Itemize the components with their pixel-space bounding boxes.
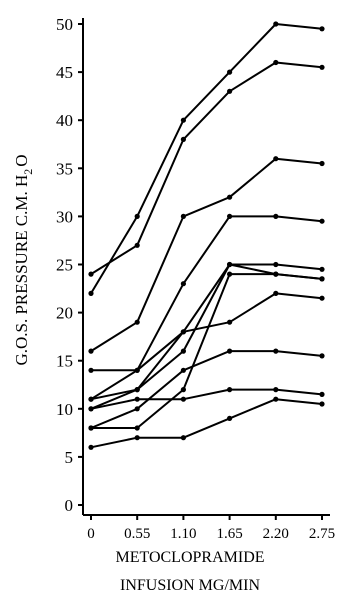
data-point [319, 26, 325, 32]
data-point [88, 271, 94, 277]
data-point [319, 160, 325, 167]
data-point [134, 242, 140, 248]
x-axis-ticks: 0 0.55 1.10 1.65 2.20 2.75 [87, 515, 335, 542]
series-line-4 [91, 215, 323, 372]
data-point [273, 59, 279, 66]
data-point [88, 348, 94, 354]
y-tick-label: 15 [56, 352, 73, 371]
y-tick-label: 5 [65, 448, 74, 467]
data-point [319, 295, 325, 301]
data-point [319, 276, 325, 282]
data-point [88, 444, 94, 450]
data-point [319, 64, 325, 70]
data-point [180, 213, 186, 219]
data-point [88, 290, 94, 296]
x-tick-label: 0.55 [124, 526, 150, 542]
data-point [134, 425, 140, 431]
series-line-3 [90, 157, 323, 352]
data-point [227, 194, 233, 200]
data-point [319, 218, 325, 224]
data-point [273, 271, 279, 277]
data-point [134, 367, 140, 373]
data-point [227, 348, 233, 354]
data-point [227, 88, 233, 94]
x-tick-label: 0 [87, 526, 95, 542]
data-point [134, 319, 140, 325]
data-point [180, 329, 186, 335]
data-point [134, 396, 140, 402]
data-point [180, 348, 186, 354]
series-group [88, 21, 325, 450]
data-point [227, 415, 233, 421]
x-tick-label: 2.20 [263, 526, 289, 542]
series-line-1 [90, 23, 323, 294]
y-tick-label: 20 [56, 304, 73, 323]
data-point [180, 117, 186, 123]
data-point [227, 319, 233, 325]
data-point [227, 271, 233, 277]
data-point [180, 281, 186, 287]
data-point [227, 387, 233, 393]
data-point [227, 261, 233, 268]
y-tick-label: 50 [56, 15, 73, 34]
data-point [273, 387, 279, 393]
data-point [227, 69, 233, 75]
series-line-2 [90, 61, 323, 275]
x-tick-label: 2.75 [309, 526, 335, 542]
y-tick-label: 45 [56, 63, 73, 82]
data-point [180, 435, 186, 441]
x-axis-label-line2: INFUSION MG/MIN [120, 577, 260, 594]
series-line-8 [90, 350, 323, 429]
data-point [273, 290, 279, 296]
series-line-11 [90, 398, 323, 449]
data-point [227, 213, 233, 219]
y-tick-label: 35 [56, 159, 73, 178]
series-line-9 [91, 273, 323, 429]
data-point [319, 266, 325, 272]
data-point [180, 136, 186, 142]
data-point [319, 353, 325, 359]
data-point [134, 406, 140, 412]
y-axis-label-subscript: 2 [21, 169, 35, 175]
y-tick-label: 10 [56, 400, 73, 419]
data-point [273, 396, 279, 402]
y-tick-label: 40 [56, 111, 73, 130]
data-point [134, 213, 140, 219]
y-axis-label: G.O.S. PRESSURE C.M. H2 O [12, 154, 35, 365]
y-axis-label-tail: O [12, 154, 31, 166]
data-point [273, 261, 279, 268]
data-point [180, 396, 186, 402]
data-point [180, 387, 186, 393]
y-tick-label: 0 [65, 496, 74, 515]
data-point [88, 425, 94, 431]
x-tick-label: 1.10 [170, 526, 196, 542]
data-point [273, 21, 279, 27]
data-point [319, 391, 325, 397]
y-axis-ticks: 0 5 10 15 20 25 30 35 40 45 50 [56, 15, 83, 515]
x-tick-label: 1.65 [216, 526, 242, 542]
y-tick-label: 25 [56, 256, 73, 275]
y-axis-label-main: G.O.S. PRESSURE C.M. H [12, 175, 31, 366]
x-axis-label-line1: METOCLOPRAMIDE [115, 549, 264, 566]
data-point [180, 367, 186, 373]
data-point [134, 387, 140, 393]
data-point [134, 435, 140, 441]
data-point [88, 406, 94, 412]
series-line-10 [90, 388, 323, 410]
y-tick-label: 30 [56, 207, 73, 226]
series-line-5 [90, 263, 323, 401]
series-line-7 [90, 292, 323, 401]
data-point [273, 156, 279, 162]
data-point [88, 367, 94, 373]
data-point [273, 213, 279, 219]
series-line-6 [90, 263, 323, 410]
data-point [88, 396, 94, 402]
data-point [319, 401, 325, 407]
data-point [273, 348, 279, 354]
